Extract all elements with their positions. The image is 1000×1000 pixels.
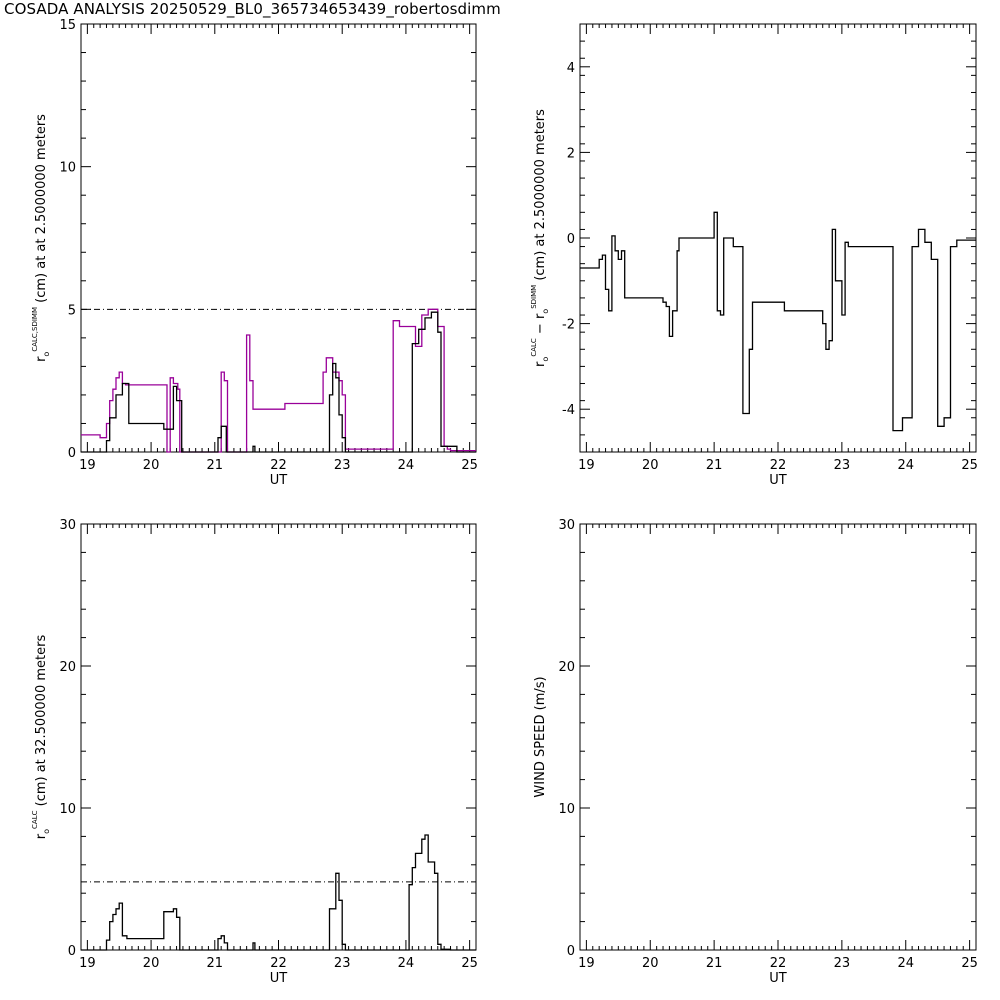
y-label-superscript: CALC <box>530 338 538 357</box>
x-tick-label: 20 <box>642 956 659 971</box>
series-line-calc <box>81 834 476 951</box>
x-axis-label: UT <box>270 473 288 488</box>
plot-frame <box>579 523 977 951</box>
x-tick-label: 21 <box>207 458 224 473</box>
series-line-calc <box>580 211 976 432</box>
y-tick-label: 0 <box>68 446 76 461</box>
y-tick-label: -2 <box>562 318 575 333</box>
y-label-rest: (cm) at 32.500000 meters <box>34 635 49 811</box>
x-tick-label: 23 <box>834 458 851 473</box>
y-tick-label: 5 <box>68 303 76 318</box>
page-title: COSADA ANALYSIS 20250529_BL0_36573465343… <box>4 0 501 18</box>
x-tick-label: 22 <box>270 956 287 971</box>
x-tick-label: 21 <box>706 956 723 971</box>
chart-panel-p4: 19 20 21 22 23 24 25 0 10 20 30 UT WIND SPEED (m/s) <box>533 518 978 986</box>
series-line-calc <box>81 311 476 453</box>
x-tick-label: 24 <box>398 956 415 971</box>
y-axis-label: roCALC (cm) at 32.500000 meters <box>31 635 51 840</box>
y-label-main: r <box>34 356 49 362</box>
x-tick-label: 19 <box>79 956 96 971</box>
x-tick-label: 21 <box>207 956 224 971</box>
y-label-subscript: o <box>42 829 51 834</box>
chart-panel-p1: 19 20 21 22 23 24 25 0 5 10 15 UT roCALC,SDIMM (cm) … <box>31 18 478 488</box>
y-tick-label: -4 <box>562 403 575 418</box>
x-tick-label: 20 <box>143 458 160 473</box>
x-tick-label: 24 <box>897 458 914 473</box>
y-label-main: WIND SPEED (m/s) <box>533 676 548 797</box>
y-tick-label: 10 <box>59 161 76 176</box>
y-label-rest: (cm) at 2.5000000 meters <box>533 109 548 285</box>
x-tick-label: 23 <box>334 956 351 971</box>
plot-frame <box>579 23 977 453</box>
plot-frame <box>80 523 477 951</box>
y-label-subscript: o <box>42 352 51 357</box>
y-axis-label: roCALC,SDIMM (cm) at at 2.5000000 meters <box>31 114 51 362</box>
x-tick-label: 20 <box>143 956 160 971</box>
x-tick-label: 19 <box>578 458 595 473</box>
y-tick-label: 30 <box>558 518 575 533</box>
y-tick-label: 0 <box>68 944 76 959</box>
x-tick-label: 22 <box>770 956 787 971</box>
chart-panel-p3: 19 20 21 22 23 24 25 0 10 20 30 UT roCALC (cm) at 32… <box>31 518 478 986</box>
x-tick-label: 19 <box>79 458 96 473</box>
x-axis-label: UT <box>769 971 787 986</box>
y-tick-label: 0 <box>567 232 575 247</box>
plot-frame <box>80 23 477 453</box>
x-tick-label: 25 <box>961 458 978 473</box>
x-tick-label: 21 <box>706 458 723 473</box>
y-label-mid: − r <box>533 313 548 338</box>
y-tick-label: 20 <box>558 660 575 675</box>
y-tick-label: 30 <box>59 518 76 533</box>
y-label-subscript-2: o <box>541 309 550 314</box>
x-axis-label: UT <box>769 473 787 488</box>
y-label-superscript-2: SDIMM <box>530 285 538 309</box>
y-label-rest: (cm) at at 2.5000000 meters <box>34 114 49 307</box>
x-tick-label: 24 <box>897 956 914 971</box>
y-tick-label: 10 <box>59 802 76 817</box>
x-tick-label: 23 <box>334 458 351 473</box>
series-line-sdimm <box>81 308 476 453</box>
y-tick-label: 0 <box>567 944 575 959</box>
x-tick-label: 19 <box>578 956 595 971</box>
x-tick-label: 20 <box>642 458 659 473</box>
y-label-subscript: o <box>541 357 550 362</box>
y-label-superscript: CALC <box>31 810 39 829</box>
x-tick-label: 22 <box>270 458 287 473</box>
y-axis-label: WIND SPEED (m/s) <box>533 676 548 797</box>
y-tick-label: 10 <box>558 802 575 817</box>
y-label-superscript: CALC,SDIMM <box>31 307 39 352</box>
x-tick-label: 24 <box>398 458 415 473</box>
x-tick-label: 22 <box>770 458 787 473</box>
y-axis-label: roCALC − roSDIMM (cm) at 2.5000000 meter… <box>530 109 550 367</box>
y-tick-label: 4 <box>567 61 575 76</box>
y-label-main: r <box>34 833 49 839</box>
y-tick-label: 20 <box>59 660 76 675</box>
x-tick-label: 25 <box>461 956 478 971</box>
y-label-main: r <box>533 361 548 367</box>
y-tick-label: 15 <box>59 18 76 33</box>
x-axis-label: UT <box>270 971 288 986</box>
y-tick-label: 2 <box>567 146 575 161</box>
x-tick-label: 23 <box>834 956 851 971</box>
x-tick-label: 25 <box>961 956 978 971</box>
x-tick-label: 25 <box>461 458 478 473</box>
